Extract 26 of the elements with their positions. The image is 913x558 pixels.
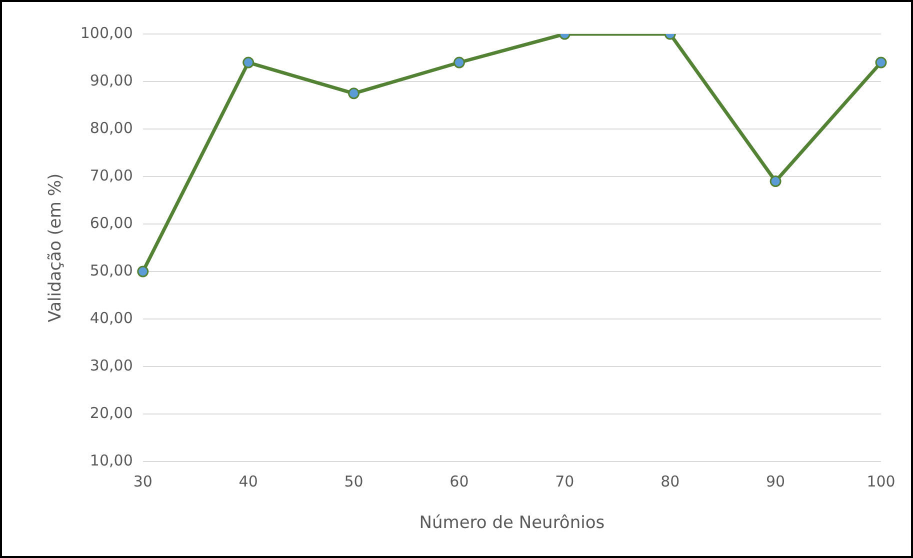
x-tick-label: 90 [766,472,786,490]
x-tick-label: 80 [660,472,680,490]
y-tick-label: 100,00 [80,24,133,42]
point [348,88,360,100]
x-tick-label: 70 [555,472,574,490]
y-tick-label: 30,00 [90,356,133,374]
y-tick-label: 90,00 [90,71,133,90]
x-tick-label: 60 [450,472,469,490]
y-tick-label: 20,00 [90,404,133,422]
y-tick-label: 70,00 [90,166,133,184]
point [453,56,465,68]
y-tick-label: 50,00 [90,261,133,280]
point [770,176,782,188]
x-tick-label: 40 [238,472,258,490]
x-tick-label: 30 [133,472,152,490]
y-tick-label: 80,00 [90,118,133,137]
point [137,266,149,278]
x-axis-title: Número de Neurônios [419,513,605,534]
y-tick-label: 40,00 [90,308,133,327]
point [242,56,254,68]
point [875,56,887,68]
y-axis-title: Validação (em %) [46,173,66,322]
y-tick-label: 10,00 [90,451,133,470]
y-tick-label: 60,00 [90,214,133,232]
x-tick-label: 100 [866,472,896,490]
x-tick-label: 50 [344,472,364,490]
